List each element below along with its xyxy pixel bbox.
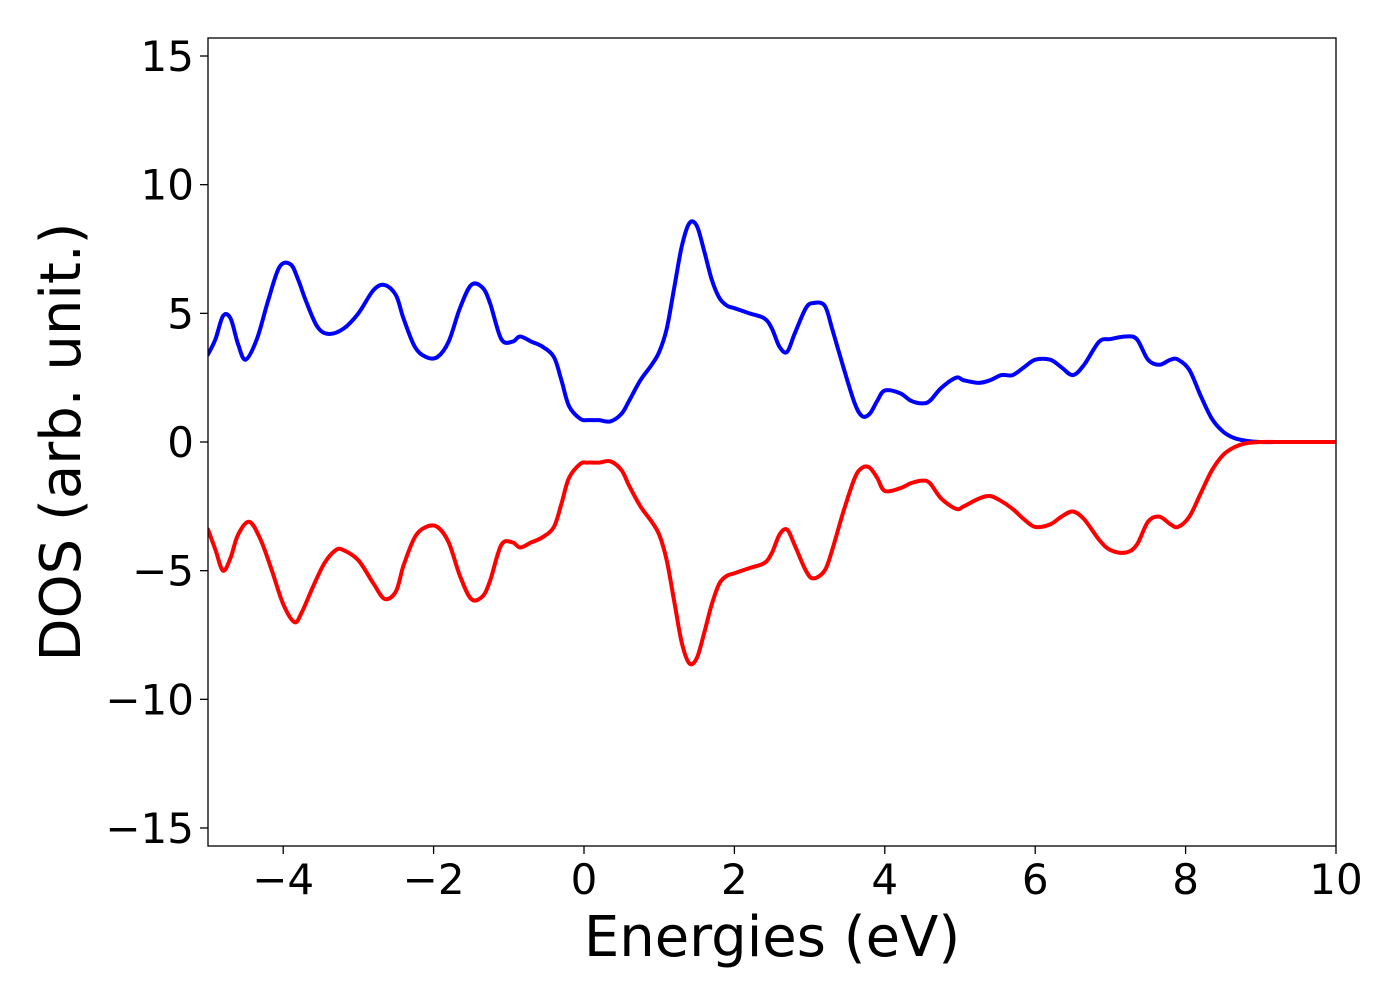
x-axis-label: Energies (eV) <box>584 905 960 970</box>
y-tick-label: 0 <box>167 418 194 467</box>
x-tick-label: 2 <box>721 855 748 904</box>
series-line-spin-up <box>208 219 1336 445</box>
x-tick-label: 4 <box>871 855 898 904</box>
y-axis-label: DOS (arb. unit.) <box>29 222 94 661</box>
series-layer <box>208 219 1336 667</box>
x-tick-label: −2 <box>403 855 465 904</box>
y-tick-label: 15 <box>141 32 194 81</box>
x-tick-label: 10 <box>1309 855 1362 904</box>
x-tick-label: 8 <box>1172 855 1199 904</box>
y-tick-label: −5 <box>132 547 194 596</box>
x-tick-label: −4 <box>252 855 314 904</box>
x-tick-label: 6 <box>1022 855 1049 904</box>
y-tick-label: −15 <box>105 804 194 853</box>
series-line-spin-down <box>208 439 1336 667</box>
x-axis-ticks: −4 −2 0 2 4 6 8 10 <box>252 846 1363 904</box>
y-tick-label: −10 <box>105 675 194 724</box>
y-tick-label: 5 <box>167 289 194 338</box>
y-axis-ticks: 15 10 5 0 −5 −10 −15 <box>105 32 208 853</box>
y-tick-label: 10 <box>141 161 194 210</box>
x-tick-label: 0 <box>571 855 598 904</box>
